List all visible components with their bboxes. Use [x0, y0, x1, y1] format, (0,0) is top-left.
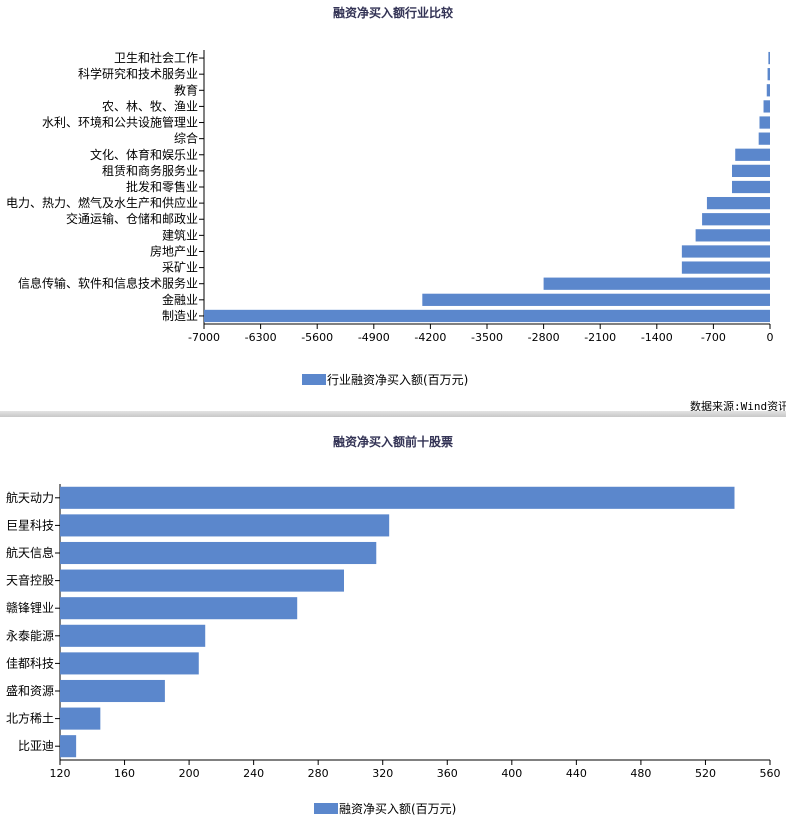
- chart1-category-label: 电力、热力、燃气及水生产和供应业: [6, 195, 198, 210]
- chart1-category-label: 水利、环境和公共设施管理业: [42, 115, 198, 130]
- chart2-title: 融资净买入额前十股票: [332, 435, 453, 449]
- chart1-bar: [422, 293, 770, 306]
- chart1-x-tick-label: -2800: [528, 331, 560, 344]
- chart1-x-tick-label: -4200: [414, 331, 446, 344]
- chart2-bar: [60, 624, 206, 647]
- chart2-x-tick-label: 160: [114, 767, 135, 780]
- chart2-x-tick-label: 320: [372, 767, 393, 780]
- chart1-bar: [767, 68, 770, 81]
- section-divider: [0, 411, 786, 417]
- chart2-bar: [60, 514, 390, 537]
- chart1-bar: [731, 164, 770, 178]
- chart1-category-label: 农、林、牧、渔业: [102, 99, 198, 113]
- chart1-bar: [763, 100, 770, 113]
- chart1-bar: [204, 309, 770, 323]
- chart2-x-tick-label: 440: [566, 767, 587, 780]
- chart1-bar: [695, 229, 770, 242]
- chart2-bar: [60, 486, 735, 509]
- legend-swatch: [314, 803, 338, 814]
- chart1-bar: [681, 245, 770, 258]
- chart2-bar: [60, 707, 101, 730]
- chart1-category-label: 批发和零售业: [126, 179, 198, 194]
- chart1-bar: [735, 148, 770, 161]
- chart1-x-tick-label: -6300: [245, 331, 277, 344]
- chart1-legend: 行业融资净买入额(百万元): [302, 371, 468, 388]
- chart1-category-label: 卫生和社会工作: [114, 50, 198, 65]
- chart2-category-label: 航天信息: [6, 545, 54, 560]
- chart2-x-tick-label: 120: [50, 767, 71, 780]
- chart2-x-tick-label: 280: [308, 767, 329, 780]
- data-source-note: 数据来源:Wind资讯: [690, 400, 786, 413]
- chart1-x-tick-label: -2100: [584, 331, 616, 344]
- chart1-category-label: 信息传输、软件和信息技术服务业: [18, 276, 198, 291]
- chart1-category-label: 采矿业: [162, 261, 198, 275]
- chart2-x-tick-label: 360: [437, 767, 458, 780]
- chart1-x-tick-label: -700: [701, 331, 726, 344]
- chart1-x-tick-label: -4900: [358, 331, 390, 344]
- chart1-bar: [768, 51, 770, 65]
- chart2-category-label: 天音控股: [6, 573, 54, 588]
- chart2-x-tick-label: 520: [695, 767, 716, 780]
- chart1-bar: [759, 116, 770, 129]
- chart2-x-tick-label: 480: [630, 767, 651, 780]
- chart2-legend: 融资净买入额(百万元): [314, 800, 456, 817]
- chart1-category-label: 金融业: [162, 292, 198, 307]
- chart1-x-tick-label: -1400: [641, 331, 673, 344]
- chart1-category-label: 文化、体育和娱乐业: [90, 147, 198, 162]
- chart1-category-label: 综合: [174, 131, 198, 146]
- chart1-title: 融资净买入额行业比较: [332, 6, 453, 20]
- chart2-category-label: 北方稀土: [6, 711, 54, 726]
- chart1-bar: [758, 132, 770, 145]
- chart1-category-label: 建筑业: [162, 227, 198, 242]
- chart1-x-tick-label: 0: [767, 331, 774, 344]
- chart1-x-tick-label: -3500: [471, 331, 503, 344]
- chart2-category-label: 盛和资源: [6, 683, 54, 698]
- chart2-category-label: 巨星科技: [6, 518, 54, 532]
- chart2-bar: [60, 652, 199, 675]
- chart2-category-label: 赣锋锂业: [6, 600, 54, 615]
- chart1-category-label: 交通运输、仓储和邮政业: [66, 211, 198, 226]
- chart2-category-label: 比亚迪: [18, 739, 54, 753]
- chart1-bar: [702, 213, 770, 226]
- chart1-x-tick-label: -7000: [188, 331, 220, 344]
- legend-label: 融资净买入额(百万元): [339, 802, 457, 816]
- chart2-category-label: 航天动力: [6, 490, 54, 505]
- chart2-bar: [60, 679, 165, 703]
- chart2-category-label: 永泰能源: [6, 629, 54, 643]
- chart1-category-label: 房地产业: [150, 243, 198, 258]
- chart2-bar: [60, 597, 298, 620]
- industry-bar-chart: 卫生和社会工作科学研究和技术服务业教育农、林、牧、渔业水利、环境和公共设施管理业…: [6, 50, 774, 344]
- chart2-bar: [60, 735, 77, 758]
- chart2-x-tick-label: 240: [243, 767, 264, 780]
- legend-swatch: [302, 374, 326, 385]
- chart2-bar: [60, 569, 344, 592]
- chart2-x-tick-label: 560: [760, 767, 781, 780]
- chart2-category-label: 佳都科技: [6, 656, 54, 670]
- legend-label: 行业融资净买入额(百万元): [327, 373, 469, 387]
- chart2-x-tick-label: 200: [179, 767, 200, 780]
- chart1-category-label: 科学研究和技术服务业: [78, 66, 198, 81]
- chart1-bar: [731, 180, 770, 194]
- chart1-category-label: 教育: [174, 82, 198, 97]
- chart1-x-tick-label: -5600: [301, 331, 333, 344]
- chart2-bar: [60, 541, 377, 565]
- chart1-bar: [543, 277, 770, 290]
- chart1-bar: [681, 261, 770, 274]
- chart1-category-label: 制造业: [162, 309, 198, 323]
- chart1-bar: [706, 196, 770, 210]
- chart1-bar: [766, 84, 770, 97]
- chart2-x-tick-label: 400: [501, 767, 522, 780]
- chart1-category-label: 租赁和商务服务业: [102, 163, 198, 178]
